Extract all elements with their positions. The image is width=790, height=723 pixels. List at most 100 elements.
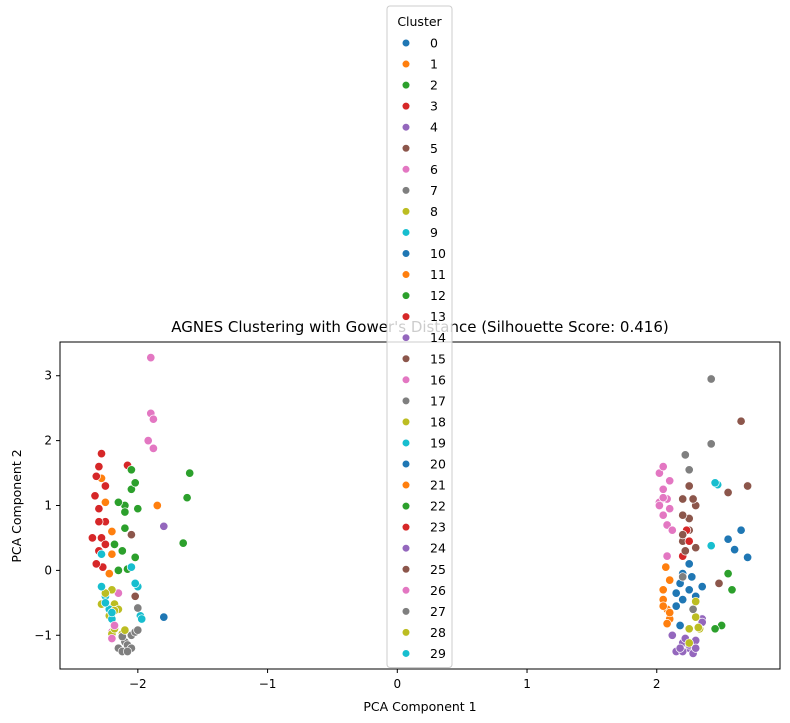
point-cluster-6	[658, 484, 668, 494]
point-cluster-8	[684, 624, 694, 634]
point-cluster-22	[120, 507, 130, 517]
point-cluster-11	[661, 562, 671, 572]
legend-label: 8	[430, 204, 438, 219]
point-cluster-28	[684, 638, 694, 648]
point-cluster-25	[680, 546, 690, 556]
legend-marker	[401, 249, 411, 258]
point-cluster-16	[146, 353, 156, 363]
legend-marker	[401, 417, 411, 427]
legend-marker	[401, 354, 411, 363]
point-cluster-22	[130, 478, 140, 488]
legend-marker	[401, 628, 411, 637]
point-cluster-29	[100, 598, 110, 608]
point-cluster-24	[691, 643, 701, 653]
point-cluster-22	[113, 497, 123, 507]
legend-marker	[401, 396, 411, 405]
legend-label: 3	[430, 99, 438, 114]
point-cluster-12	[133, 504, 143, 514]
legend-label: 24	[430, 541, 446, 556]
point-cluster-27	[122, 646, 133, 657]
point-cluster-12	[723, 569, 733, 579]
point-cluster-29	[96, 582, 107, 592]
point-cluster-10	[159, 612, 169, 622]
legend-marker	[401, 333, 411, 342]
legend-label: 13	[430, 309, 446, 324]
legend-marker	[401, 186, 411, 195]
point-cluster-5	[743, 481, 753, 491]
legend-marker	[401, 144, 411, 153]
legend-label: 21	[430, 478, 446, 493]
x-tick-label: 1	[523, 677, 531, 691]
y-axis-label: PCA Component 2	[9, 449, 24, 562]
point-cluster-29	[126, 562, 136, 572]
point-cluster-20	[675, 620, 685, 631]
point-cluster-29	[107, 608, 117, 618]
point-cluster-15	[678, 530, 688, 540]
point-cluster-16	[148, 414, 158, 424]
legend-marker	[401, 228, 411, 237]
point-cluster-28	[693, 622, 703, 633]
legend-label: 11	[430, 267, 446, 282]
point-cluster-16	[667, 525, 677, 535]
point-cluster-4	[159, 521, 169, 531]
point-cluster-23	[87, 533, 97, 543]
point-cluster-2	[178, 538, 188, 548]
point-cluster-3	[94, 504, 104, 514]
legend-label: 14	[430, 330, 446, 345]
legend-label: 23	[430, 520, 446, 535]
point-cluster-27	[688, 604, 698, 614]
point-cluster-20	[678, 595, 688, 605]
point-cluster-16	[143, 436, 153, 446]
y-tick-label: 2	[44, 434, 52, 448]
point-cluster-11	[658, 585, 668, 595]
legend-label: 1	[430, 57, 438, 72]
point-cluster-16	[665, 476, 675, 486]
legend-marker	[401, 165, 411, 174]
point-cluster-21	[665, 608, 675, 618]
point-cluster-26	[654, 500, 664, 511]
x-tick-label: 0	[393, 677, 401, 691]
point-cluster-21	[662, 619, 672, 629]
legend-marker	[401, 207, 411, 216]
point-cluster-1	[152, 500, 162, 511]
legend-label: 6	[430, 162, 438, 177]
point-cluster-0	[671, 588, 681, 598]
point-cluster-13	[91, 559, 101, 569]
point-cluster-22	[109, 539, 120, 549]
point-cluster-3	[91, 471, 101, 481]
point-cluster-9	[706, 541, 716, 551]
legend-label: 4	[430, 120, 438, 135]
point-cluster-10	[730, 545, 740, 555]
legend-label: 5	[430, 141, 438, 156]
legend-label: 22	[430, 499, 446, 514]
legend-marker	[401, 544, 411, 553]
legend-label: 28	[430, 625, 446, 640]
point-cluster-21	[658, 601, 668, 611]
point-cluster-5	[723, 487, 733, 498]
legend-marker	[401, 270, 411, 279]
point-cluster-22	[126, 465, 136, 475]
point-cluster-20	[671, 601, 681, 611]
point-cluster-22	[113, 565, 123, 575]
legend-label: 25	[430, 562, 446, 577]
legend-label: 2	[430, 78, 438, 93]
legend-marker	[401, 123, 411, 132]
x-tick-label: 2	[653, 677, 661, 691]
legend-marker	[401, 438, 411, 448]
point-cluster-2	[117, 546, 127, 556]
x-axis-label: PCA Component 1	[363, 699, 476, 714]
point-cluster-27	[133, 625, 143, 635]
legend-label: 29	[430, 646, 446, 661]
point-cluster-15	[714, 578, 724, 588]
point-cluster-25	[678, 510, 688, 520]
point-cluster-7	[680, 450, 690, 460]
point-cluster-1	[107, 526, 117, 537]
data-points	[87, 353, 753, 658]
y-tick-label: −1	[34, 628, 52, 642]
legend-label: 7	[430, 183, 438, 198]
point-cluster-19	[96, 549, 107, 559]
point-cluster-0	[687, 572, 697, 582]
legend-marker	[401, 375, 411, 384]
point-cluster-10	[743, 552, 753, 562]
legend: Cluster012345678910111213141516171819202…	[386, 5, 453, 668]
